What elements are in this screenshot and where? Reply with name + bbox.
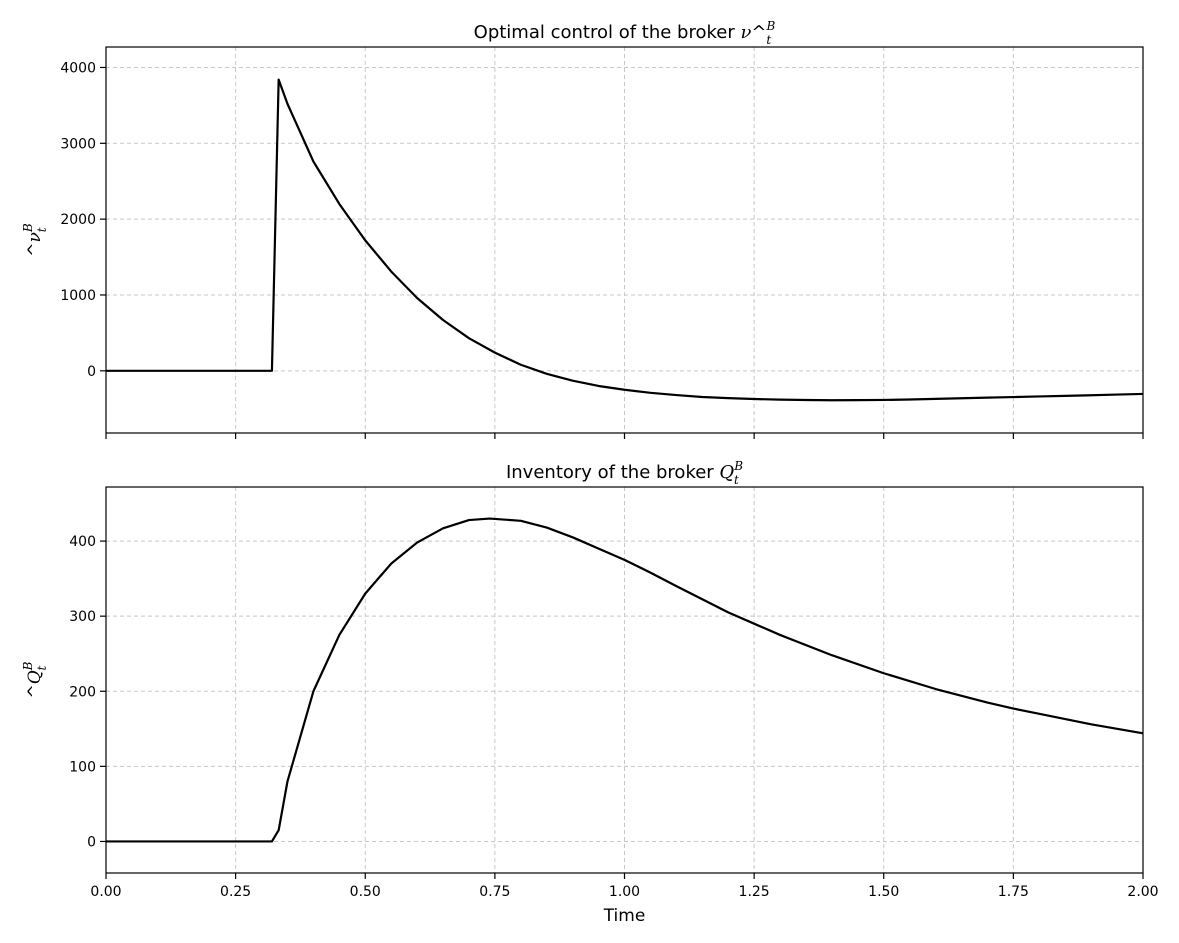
- control-y-tick-label: 2000: [60, 212, 96, 228]
- inventory-y-tick-label: 400: [69, 534, 96, 550]
- control-y-tick-label: 0: [87, 364, 96, 380]
- inventory-y-tick-label: 0: [87, 834, 96, 850]
- control-chart-panel: 0 1000 2000 3000 4000 Optimal control of the…: [21, 19, 1144, 439]
- inventory-chart-x-axis-label: Time: [603, 906, 646, 926]
- inventory-chart-grid: [105, 487, 1144, 873]
- control-y-tick-label: 4000: [60, 60, 96, 76]
- inventory-x-tick-label: 1.50: [868, 884, 899, 900]
- inventory-x-tick-label: 0.75: [479, 884, 510, 900]
- control-chart-title: Optimal control of the broker ν^B t: [474, 19, 776, 47]
- inventory-x-tick-label: 1.00: [609, 884, 640, 900]
- inventory-x-tick-label: 1.75: [998, 884, 1029, 900]
- inventory-x-tick-label: 0.00: [90, 884, 121, 900]
- inventory-series-line: [106, 517, 1144, 843]
- inventory-x-tick-label: 1.25: [739, 884, 770, 900]
- inventory-chart-ticks: 0.00 0.25 0.50 0.75 1.00 1.25 1.50 1.75 2.00 0 100…: [69, 534, 1158, 900]
- control-y-tick-label: 1000: [60, 288, 96, 304]
- inventory-x-tick-label: 0.50: [350, 884, 381, 900]
- control-series-line: [106, 78, 1144, 402]
- inventory-x-tick-label: 0.25: [220, 884, 251, 900]
- inventory-y-tick-label: 300: [69, 609, 96, 625]
- inventory-x-tick-label: 2.00: [1127, 884, 1158, 900]
- control-chart-ticks: 0 1000 2000 3000 4000: [60, 60, 1144, 439]
- control-y-tick-label: 3000: [60, 136, 96, 152]
- inventory-y-tick-label: 200: [69, 684, 96, 700]
- inventory-chart-panel: 0.00 0.25 0.50 0.75 1.00 1.25 1.50 1.75 2.00 0 100…: [21, 459, 1159, 926]
- inventory-chart-title: Inventory of the broker QB t: [506, 459, 743, 487]
- inventory-y-tick-label: 100: [69, 759, 96, 775]
- inventory-chart-y-axis-label: ^QBt: [21, 661, 49, 698]
- control-chart-y-axis-label: ^νBt: [21, 223, 49, 257]
